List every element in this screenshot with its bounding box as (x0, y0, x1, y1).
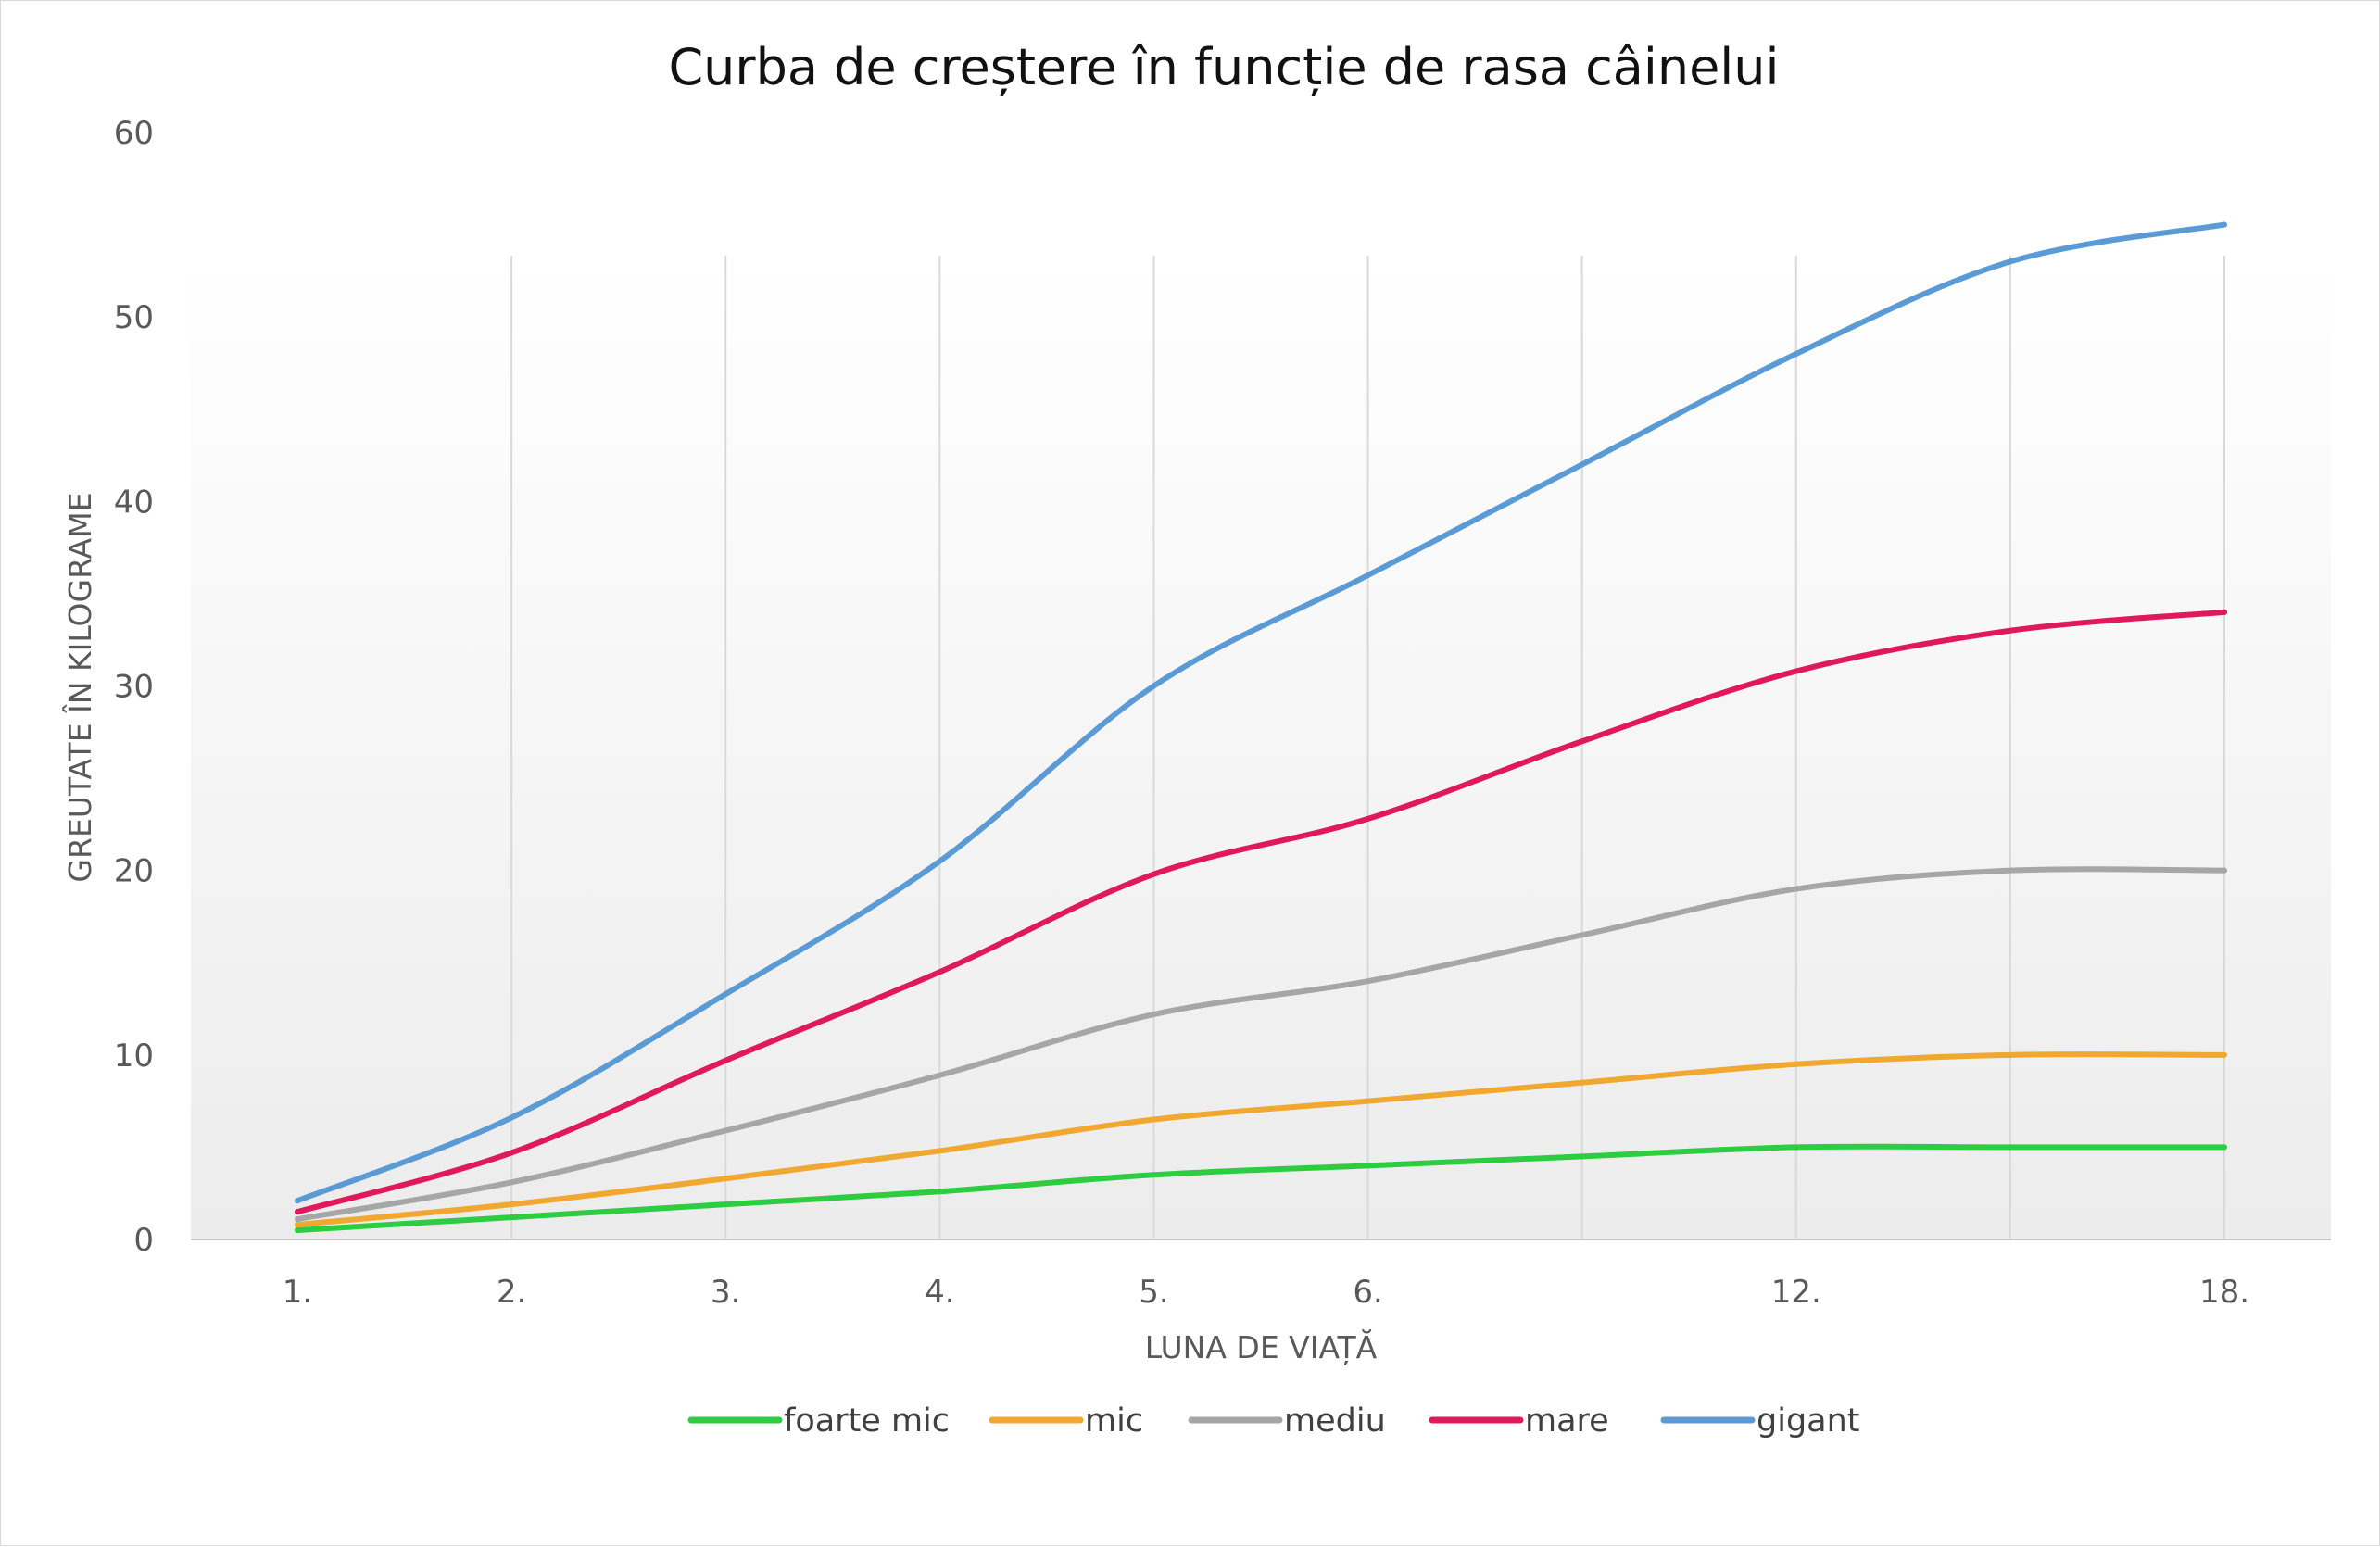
data-point (509, 1201, 515, 1208)
data-point (1793, 351, 1799, 357)
data-point (509, 1114, 515, 1121)
x-tick-label: 12. (1771, 1274, 1821, 1311)
y-tick-label: 0 (133, 1222, 154, 1259)
data-point (1793, 668, 1799, 674)
data-point (2222, 1144, 2227, 1151)
data-point (723, 1201, 729, 1208)
data-point (2007, 1144, 2013, 1151)
legend-item-gigant: gigant (1660, 1402, 1860, 1440)
data-point (1579, 738, 1585, 745)
data-point (295, 1222, 300, 1228)
data-point (2007, 627, 2013, 634)
data-point (1151, 1116, 1157, 1123)
y-tick-label: 10 (114, 1038, 154, 1075)
data-point (1793, 1144, 1799, 1151)
data-point (295, 1209, 300, 1215)
series-line-mediu (295, 866, 2227, 1223)
legend-item-foarte-mic: foarte mic (687, 1402, 950, 1440)
data-point (1151, 871, 1157, 877)
legend-label: mic (1085, 1402, 1143, 1440)
y-tick-label: 60 (114, 115, 154, 152)
data-point (1579, 932, 1585, 938)
data-point (2222, 609, 2227, 615)
data-point (723, 1127, 729, 1134)
series-line-mare (295, 609, 2227, 1215)
x-tick-labels: 1. 2. 3. 4. 5. 6. 12. 18. (283, 1274, 2249, 1311)
x-tick-label: 1. (283, 1274, 312, 1311)
data-point (2222, 221, 2227, 228)
data-point (2007, 258, 2013, 265)
data-point (2007, 1051, 2013, 1058)
x-tick-label: 3. (711, 1274, 740, 1311)
x-tick-label: 4. (925, 1274, 954, 1311)
x-axis-title: LUNA DE VIAȚĂ (1145, 1328, 1378, 1366)
data-point (723, 1057, 729, 1063)
data-point (1151, 683, 1157, 689)
y-tick-label: 50 (114, 299, 154, 336)
data-point (1365, 815, 1371, 822)
data-point (295, 1198, 300, 1204)
legend: foarte mic mic mediu mare gigant (687, 1402, 1860, 1440)
series-layer (295, 221, 2227, 1234)
data-point (1365, 1098, 1371, 1104)
y-tick-label: 20 (114, 853, 154, 890)
data-point (1579, 461, 1585, 468)
data-point (1579, 1079, 1585, 1086)
data-point (1365, 572, 1371, 578)
y-tick-labels: 0 10 20 30 40 50 60 (114, 115, 154, 1259)
data-point (937, 1072, 943, 1078)
x-tick-label: 18. (2199, 1274, 2249, 1311)
data-point (1793, 1061, 1799, 1067)
legend-label: mare (1525, 1402, 1609, 1440)
data-point (937, 858, 943, 864)
y-tick-label: 30 (114, 669, 154, 706)
legend-item-mic: mic (989, 1402, 1143, 1440)
data-point (937, 1148, 943, 1154)
y-tick-label: 40 (114, 484, 154, 521)
plot-area-background (191, 256, 2331, 1239)
data-point (1151, 1172, 1157, 1178)
data-point (295, 1227, 300, 1234)
data-point (937, 969, 943, 975)
data-point (1579, 1153, 1585, 1160)
grid-layer (510, 256, 2225, 1239)
series-line-gigant (295, 221, 2227, 1204)
y-axis-title: GREUTATE ÎN KILOGRAME (61, 492, 98, 882)
legend-label: gigant (1757, 1402, 1860, 1440)
data-point (2222, 867, 2227, 874)
data-point (937, 1189, 943, 1195)
data-point (723, 1176, 729, 1182)
legend-item-mediu: mediu (1188, 1402, 1386, 1440)
data-point (295, 1216, 300, 1223)
data-point (1365, 978, 1371, 985)
x-tick-label: 6. (1353, 1274, 1382, 1311)
x-tick-label: 2. (497, 1274, 526, 1311)
data-point (1793, 886, 1799, 892)
data-point (2222, 1051, 2227, 1058)
series-line-foarte-mic (295, 1143, 2227, 1234)
chart-title: Curba de creștere în funcție de rasa câi… (668, 38, 1779, 97)
data-point (1365, 1163, 1371, 1169)
data-point (509, 1150, 515, 1156)
data-point (509, 1179, 515, 1186)
series-line-mic (295, 1051, 2227, 1228)
data-point (1151, 1012, 1157, 1018)
data-point (2007, 867, 2013, 874)
data-point (723, 991, 729, 998)
legend-item-mare: mare (1429, 1402, 1609, 1440)
x-tick-label: 5. (1139, 1274, 1168, 1311)
data-point (509, 1214, 515, 1221)
legend-label: mediu (1284, 1402, 1386, 1440)
legend-label: foarte mic (784, 1402, 950, 1440)
